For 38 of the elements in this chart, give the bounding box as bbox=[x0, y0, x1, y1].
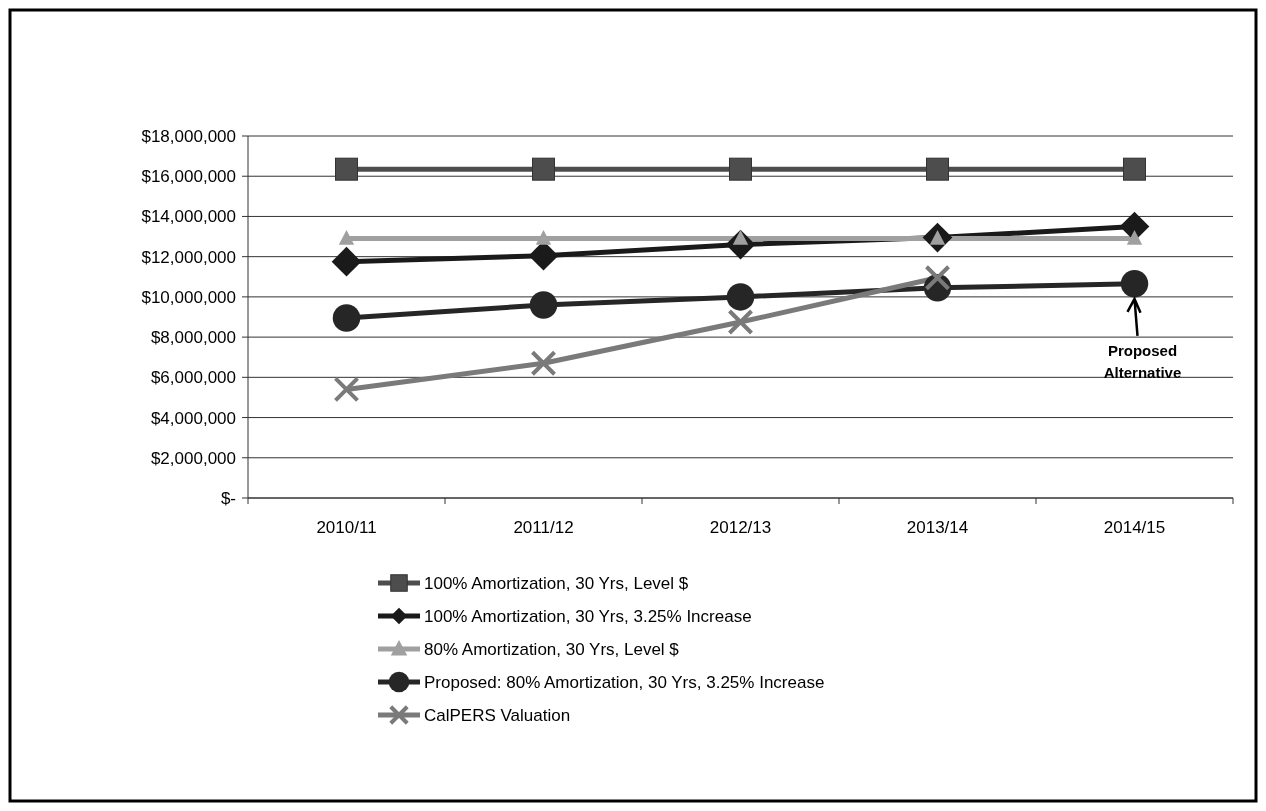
y-tick-label: $8,000,000 bbox=[150, 328, 236, 348]
y-tick-label: $12,000,000 bbox=[141, 247, 236, 267]
legend-label: CalPERS Valuation bbox=[424, 705, 571, 725]
y-tick-label: $14,000,000 bbox=[141, 207, 236, 227]
point bbox=[532, 157, 555, 181]
point bbox=[1120, 270, 1149, 298]
point bbox=[332, 304, 361, 332]
legend-label: 100% Amortization, 30 Yrs, Level $ bbox=[424, 573, 689, 593]
point bbox=[333, 376, 360, 403]
legend-label: 100% Amortization, 30 Yrs, 3.25% Increase bbox=[424, 606, 752, 626]
y-tick-label: $4,000,000 bbox=[150, 408, 236, 428]
point bbox=[926, 157, 949, 181]
legend-label: 80% Amortization, 30 Yrs, Level $ bbox=[424, 639, 680, 659]
y-tick-label: $10,000,000 bbox=[141, 287, 236, 307]
y-tick-label: $2,000,000 bbox=[150, 448, 236, 468]
y-tick-label: $16,000,000 bbox=[141, 167, 236, 187]
point bbox=[530, 350, 557, 377]
x-tick-label: 2012/13 bbox=[709, 518, 772, 537]
point bbox=[1123, 157, 1146, 181]
annotation: Proposed Alternative bbox=[1103, 341, 1182, 381]
point bbox=[335, 157, 358, 181]
x-tick-label: 2010/11 bbox=[316, 518, 377, 537]
point bbox=[729, 157, 752, 181]
point bbox=[924, 264, 951, 291]
point bbox=[1126, 230, 1143, 245]
point bbox=[535, 230, 552, 245]
x-tick-label: 2014/15 bbox=[1103, 518, 1166, 537]
y-tick-label: $- bbox=[220, 488, 236, 508]
legend-label: Proposed: 80% Amortization, 30 Yrs, 3.25% Increase bbox=[424, 672, 825, 692]
y-tick-label: $6,000,000 bbox=[150, 368, 236, 388]
point bbox=[338, 230, 355, 245]
y-tick-label: $18,000,000 bbox=[141, 126, 236, 146]
point bbox=[727, 309, 754, 336]
point bbox=[529, 291, 558, 319]
point bbox=[726, 283, 755, 311]
point bbox=[331, 246, 362, 277]
x-tick-label: 2011/12 bbox=[513, 518, 574, 537]
x-tick-label: 2013/14 bbox=[906, 518, 969, 537]
